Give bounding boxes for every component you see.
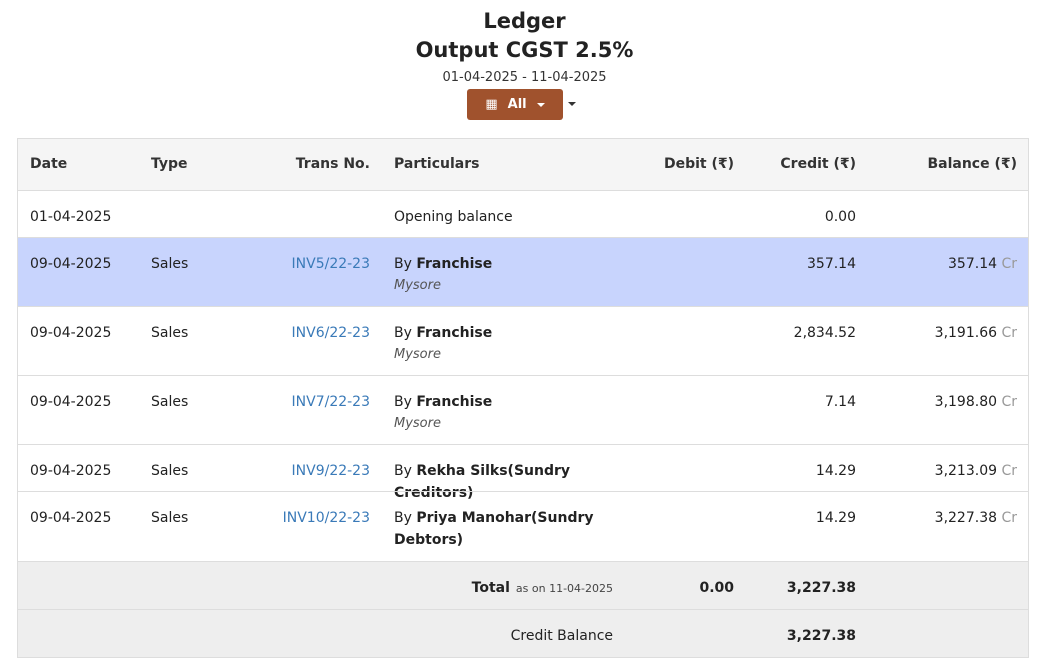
party-name: Franchise (416, 256, 493, 272)
row-date: 09-04-2025 (30, 325, 112, 341)
row-balance: 3,191.66 Cr (858, 322, 1017, 344)
balance-amount: 3,227.38 (934, 510, 998, 526)
balance-amount: 3,191.66 (934, 325, 998, 341)
table-row[interactable]: 09-04-2025 Sales INV9/22-23 By Rekha Sil… (18, 444, 1028, 501)
row-credit: 357.14 (807, 256, 856, 272)
table-row[interactable]: 09-04-2025 Sales INV7/22-23 By Franchise… (18, 375, 1028, 444)
as-on-date: as on 11-04-2025 (515, 582, 613, 595)
table-row[interactable]: 09-04-2025 Sales INV6/22-23 By Franchise… (18, 306, 1028, 375)
col-date-header[interactable]: Date (30, 156, 68, 172)
opening-label: Opening balance (394, 209, 513, 225)
totals-label: Total as on 11-04-2025 (318, 577, 613, 600)
balance-amount: 3,198.80 (934, 394, 998, 410)
trans-no-link[interactable]: INV9/22-23 (291, 463, 370, 479)
closing-label: Credit Balance (510, 628, 613, 644)
chevron-down-icon (536, 102, 545, 107)
party-place: Mysore (394, 278, 441, 293)
party-name: Franchise (416, 325, 493, 341)
row-particulars: By Franchise Mysore (394, 391, 639, 435)
row-date: 09-04-2025 (30, 510, 112, 526)
row-type: Sales (151, 256, 189, 272)
row-particulars: By Franchise Mysore (394, 253, 639, 297)
particulars-prefix: By (394, 394, 412, 410)
particulars-prefix: By (394, 256, 412, 272)
page-title: Ledger (483, 9, 566, 33)
ledger-table: Date Type Trans No. Particulars Debit (₹… (17, 138, 1029, 658)
row-type: Sales (151, 325, 189, 341)
balance-amount: 3,213.09 (934, 463, 998, 479)
row-type: Sales (151, 463, 189, 479)
row-type: Sales (151, 394, 189, 410)
balance-dc: Cr (1001, 510, 1017, 526)
col-balance-header[interactable]: Balance (₹) (927, 156, 1017, 172)
row-date: 09-04-2025 (30, 394, 112, 410)
row-balance: 3,213.09 Cr (858, 460, 1017, 482)
trans-no-link[interactable]: INV6/22-23 (291, 325, 370, 341)
balance-amount: 357.14 (948, 256, 998, 272)
row-date: 09-04-2025 (30, 256, 112, 272)
particulars-prefix: By (394, 510, 412, 526)
totals-row: Total as on 11-04-2025 0.00 3,227.38 (18, 561, 1028, 609)
balance-dc: Cr (1001, 463, 1017, 479)
trans-no-link[interactable]: INV7/22-23 (291, 394, 370, 410)
closing-balance-row: Credit Balance 3,227.38 (18, 609, 1028, 657)
row-credit: 14.29 (815, 463, 856, 479)
trans-no-link[interactable]: INV5/22-23 (291, 256, 370, 272)
table-row[interactable]: 09-04-2025 Sales INV5/22-23 By Franchise… (18, 237, 1028, 306)
col-debit-header[interactable]: Debit (₹) (663, 156, 734, 172)
table-header: Date Type Trans No. Particulars Debit (₹… (18, 139, 1028, 190)
row-balance: 3,227.38 Cr (858, 507, 1017, 529)
opening-balance-row: 01-04-2025 Opening balance 0.00 (18, 190, 1028, 237)
col-particulars-header[interactable]: Particulars (394, 156, 480, 172)
col-trans-no-header[interactable]: Trans No. (295, 156, 370, 172)
party-name: Franchise (416, 394, 493, 410)
date-range[interactable]: 01-04-2025 - 11-04-2025 (442, 70, 607, 85)
col-type-header[interactable]: Type (151, 156, 188, 172)
closing-credit: 3,227.38 (786, 628, 856, 644)
row-date: 09-04-2025 (30, 463, 112, 479)
party-name: Rekha Silks(Sundry Creditors) (394, 463, 571, 501)
col-credit-header[interactable]: Credit (₹) (780, 156, 856, 172)
opening-date: 01-04-2025 (30, 209, 112, 225)
row-particulars: By Priya Manohar(Sundry Debtors) (394, 507, 599, 551)
row-particulars: By Franchise Mysore (394, 322, 639, 366)
total-debit: 0.00 (699, 580, 734, 596)
row-particulars: By Rekha Silks(Sundry Creditors) (394, 460, 639, 504)
more-options-dropdown-icon[interactable] (568, 102, 576, 106)
trans-no-link[interactable]: INV10/22-23 (282, 510, 370, 526)
row-balance: 357.14 Cr (858, 253, 1017, 275)
opening-credit: 0.00 (824, 209, 856, 225)
party-name: Priya Manohar(Sundry Debtors) (394, 510, 594, 548)
party-place: Mysore (394, 347, 441, 362)
branch-filter-button[interactable]: ▦ All (467, 89, 563, 120)
ledger-name: Output CGST 2.5% (415, 38, 634, 62)
row-credit: 7.14 (824, 394, 856, 410)
row-credit: 2,834.52 (793, 325, 856, 341)
table-row[interactable]: 09-04-2025 Sales INV10/22-23 By Priya Ma… (18, 491, 1028, 561)
balance-dc: Cr (1001, 325, 1017, 341)
balance-dc: Cr (1001, 394, 1017, 410)
particulars-prefix: By (394, 463, 412, 479)
row-credit: 14.29 (815, 510, 856, 526)
row-balance: 3,198.80 Cr (858, 391, 1017, 413)
row-type: Sales (151, 510, 189, 526)
report-header: Ledger Output CGST 2.5% 01-04-2025 - 11-… (0, 0, 1049, 87)
particulars-prefix: By (394, 325, 412, 341)
building-icon: ▦ (485, 97, 498, 112)
total-label: Total (471, 580, 510, 596)
branch-filter-row: ▦ All (0, 89, 1049, 121)
party-place: Mysore (394, 416, 441, 431)
balance-dc: Cr (1001, 256, 1017, 272)
total-credit: 3,227.38 (786, 580, 856, 596)
branch-filter-label: All (507, 97, 527, 112)
